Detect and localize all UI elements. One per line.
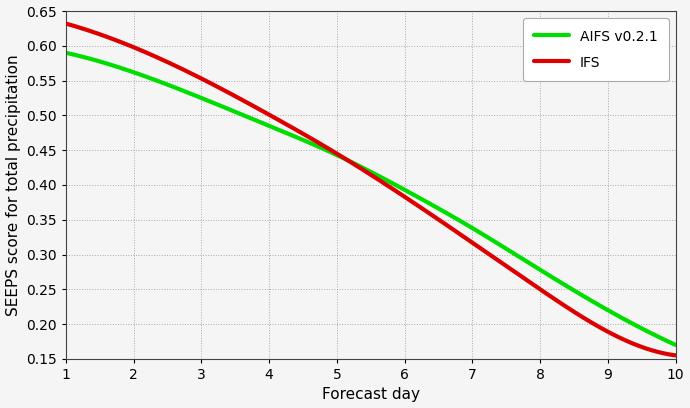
Y-axis label: SEEPS score for total precipitation: SEEPS score for total precipitation — [6, 54, 21, 316]
IFS — [424, 211, 433, 215]
AIFS v0.2.1 — [671, 342, 680, 347]
Line: AIFS v0.2.1: AIFS v0.2.1 — [66, 53, 676, 345]
Line: IFS: IFS — [66, 24, 676, 355]
IFS — [671, 353, 680, 358]
X-axis label: Forecast day: Forecast day — [322, 388, 420, 402]
IFS — [351, 163, 359, 168]
AIFS v0.2.1 — [355, 164, 364, 169]
AIFS v0.2.1 — [392, 183, 400, 188]
AIFS v0.2.1 — [562, 283, 570, 288]
IFS — [355, 165, 364, 170]
IFS — [657, 350, 665, 355]
AIFS v0.2.1 — [61, 50, 70, 55]
AIFS v0.2.1 — [657, 336, 665, 341]
IFS — [61, 21, 70, 26]
IFS — [392, 188, 400, 193]
IFS — [562, 304, 570, 309]
Legend: AIFS v0.2.1, IFS: AIFS v0.2.1, IFS — [523, 18, 669, 81]
AIFS v0.2.1 — [424, 201, 433, 206]
AIFS v0.2.1 — [351, 162, 359, 166]
